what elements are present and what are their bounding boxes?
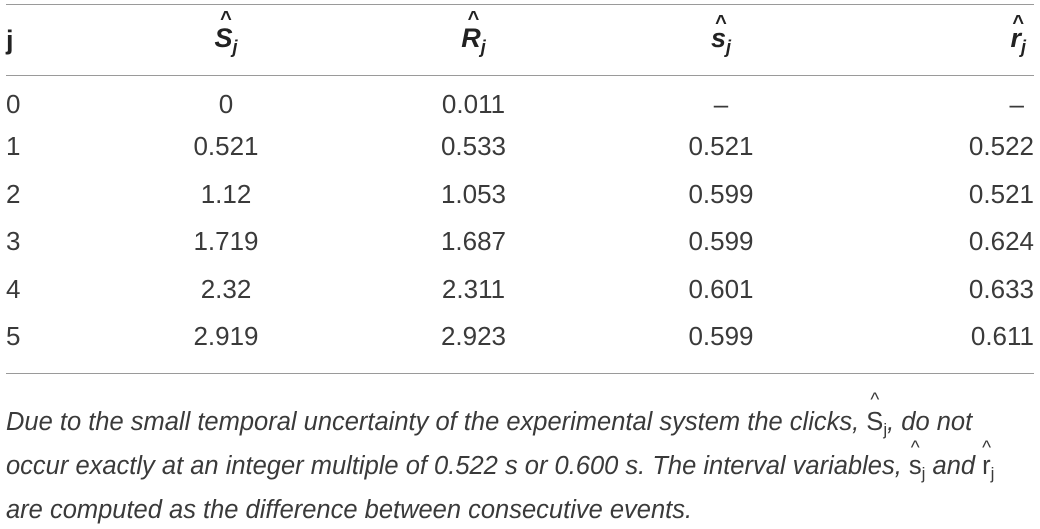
header-s-hat: ^ sj: [601, 5, 841, 76]
cell-j: 0: [6, 89, 21, 119]
cell-r-hat: 0.633: [968, 273, 1034, 304]
cell-R-hat: 2.923: [440, 321, 507, 352]
footnote-r-hat-symbol: ^ r: [982, 438, 992, 480]
cell-S-hat: 2.919: [193, 321, 259, 352]
cell-R-hat: 0.011: [441, 89, 506, 119]
footnote-S-hat-symbol: ^ S: [866, 390, 884, 436]
cell-j: 3: [6, 226, 21, 257]
cell-s-hat: 0.599: [688, 226, 754, 257]
cell-r-hat: –: [1009, 89, 1024, 119]
header-R-hat: ^ Rj: [346, 5, 601, 76]
cell-r-hat: 0.522: [968, 131, 1034, 162]
cell-r-hat: 0.624: [968, 226, 1034, 257]
header-R-hat-symbol: ^ Rj: [461, 7, 486, 57]
hat-accent: ^: [220, 7, 232, 30]
cell-S-hat: 1.12: [200, 178, 252, 209]
header-j-label: j: [6, 24, 14, 55]
cell-r-hat: 0.521: [968, 178, 1034, 209]
footnote-s-hat-symbol: ^ s: [908, 438, 922, 480]
cell-S-hat: 0: [218, 89, 234, 119]
header-j: j: [6, 5, 106, 76]
header-S-hat-symbol: ^ Sj: [214, 7, 238, 57]
cell-r-hat: 0.611: [970, 321, 1034, 352]
cell-S-hat: 0.521: [193, 131, 259, 162]
header-r-hat: ^ rj: [841, 5, 1034, 76]
hat-accent: ^: [715, 11, 727, 34]
hat-accent: ^: [467, 7, 480, 30]
table-header: j ^ Sj ^ Rj ^ sj: [6, 4, 1034, 76]
cell-j: 5: [6, 321, 21, 352]
header-r-hat-symbol: ^ rj: [1010, 11, 1026, 57]
cell-R-hat: 2.311: [441, 273, 506, 304]
cell-s-hat: 0.601: [688, 273, 754, 304]
cell-R-hat: 0.533: [440, 131, 507, 162]
cell-R-hat: 1.687: [440, 226, 507, 257]
cell-s-hat: –: [713, 89, 729, 119]
table-row: 3 1.719 1.687 0.599 0.624: [6, 218, 1034, 266]
table-row: 2 1.12 1.053 0.599 0.521: [6, 171, 1034, 219]
cell-s-hat: 0.521: [688, 131, 754, 162]
table-row: 0 0 0.011 – –: [6, 76, 1034, 124]
cell-S-hat: 1.719: [193, 226, 259, 257]
table-container: j ^ Sj ^ Rj ^ sj: [6, 4, 1034, 374]
cell-s-hat: 0.599: [688, 321, 754, 352]
header-S-hat: ^ Sj: [106, 5, 346, 76]
cell-j: 2: [6, 178, 21, 209]
hat-accent: ^: [870, 390, 880, 411]
table-row: 1 0.521 0.533 0.521 0.522: [6, 123, 1034, 171]
table-body: 0 0 0.011 – – 1 0.521 0.533 0.521 0.522 …: [6, 76, 1034, 373]
table-footnote: Due to the small temporal uncertainty of…: [6, 390, 995, 524]
hat-accent: ^: [982, 438, 992, 459]
table-row: 5 2.919 2.923 0.599 0.611: [6, 313, 1034, 373]
data-table: j ^ Sj ^ Rj ^ sj: [6, 4, 1034, 374]
cell-s-hat: 0.599: [688, 178, 754, 209]
header-row: j ^ Sj ^ Rj ^ sj: [6, 4, 1034, 76]
hat-accent: ^: [1012, 11, 1025, 34]
header-s-hat-symbol: ^ sj: [710, 11, 732, 57]
cell-j: 4: [6, 273, 21, 304]
cell-j: 1: [6, 131, 21, 162]
table-row: 4 2.32 2.311 0.601 0.633: [6, 266, 1034, 314]
cell-R-hat: 1.053: [440, 178, 507, 209]
hat-accent: ^: [910, 438, 920, 459]
cell-S-hat: 2.32: [200, 273, 252, 304]
